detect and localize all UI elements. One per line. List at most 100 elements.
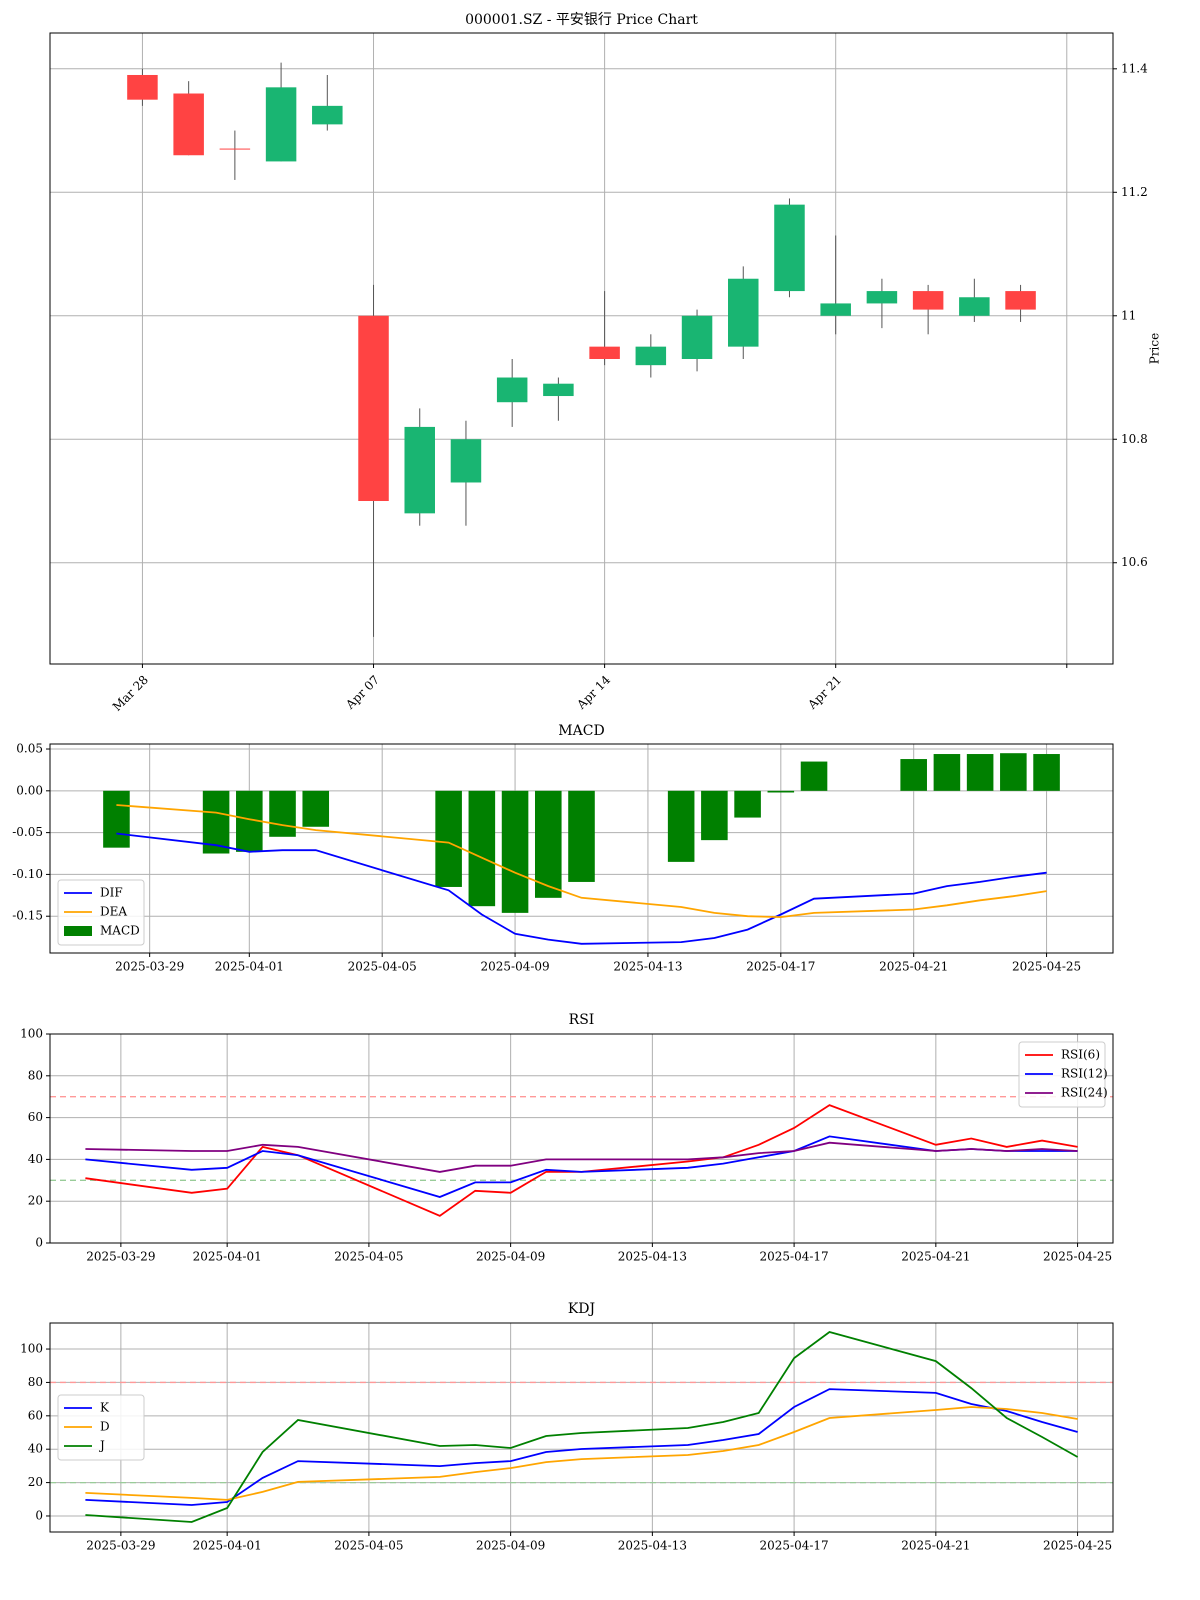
legend-box bbox=[57, 1394, 145, 1461]
macd-bar bbox=[302, 790, 330, 827]
x-tick-label: Apr 07 bbox=[342, 673, 382, 713]
legend-label: MACD bbox=[100, 924, 140, 938]
x-tick-label: Mar 28 bbox=[110, 673, 151, 714]
x-tick-label: 2025-04-17 bbox=[760, 1250, 829, 1264]
macd-bar bbox=[435, 790, 462, 887]
y-tick-label: 10.8 bbox=[1121, 432, 1148, 446]
legend-label: D bbox=[100, 1420, 110, 1434]
x-tick-label: 2025-04-05 bbox=[348, 960, 417, 974]
x-tick-label: 2025-04-09 bbox=[476, 1539, 545, 1553]
x-tick-label: 2025-04-01 bbox=[193, 1250, 262, 1264]
candle-body bbox=[589, 346, 620, 359]
series-line bbox=[85, 1104, 1078, 1217]
legend-label: RSI(24) bbox=[1061, 1086, 1108, 1100]
x-tick-label: 2025-04-05 bbox=[334, 1250, 403, 1264]
axes-frame bbox=[49, 1322, 1114, 1533]
x-tick-label: 2025-04-21 bbox=[879, 960, 948, 974]
y-tick-label: 0.05 bbox=[16, 742, 43, 756]
y-tick-label: 11.2 bbox=[1121, 185, 1148, 199]
x-tick-label: 2025-04-13 bbox=[613, 960, 682, 974]
legend-swatch bbox=[64, 926, 92, 936]
axes-frame bbox=[49, 1033, 1114, 1244]
candle-body bbox=[358, 315, 389, 502]
x-tick-label: 2025-03-29 bbox=[86, 1539, 155, 1553]
series-line bbox=[116, 832, 1047, 945]
candle-body bbox=[820, 303, 851, 316]
macd-bar bbox=[933, 754, 961, 791]
x-tick-label: Apr 21 bbox=[805, 673, 845, 713]
x-tick-label: 2025-04-13 bbox=[618, 1539, 687, 1553]
x-tick-label: 2025-04-25 bbox=[1043, 1250, 1112, 1264]
candle-body bbox=[774, 204, 805, 292]
macd-bar bbox=[468, 790, 496, 907]
candle-body bbox=[912, 291, 944, 310]
macd-bar bbox=[1033, 754, 1060, 791]
candle-body bbox=[959, 297, 990, 316]
x-tick-label: 2025-03-29 bbox=[115, 960, 184, 974]
y-tick-label: 20 bbox=[28, 1475, 43, 1489]
y-tick-label: 100 bbox=[20, 1027, 43, 1041]
candle-body bbox=[496, 377, 528, 403]
x-tick-label: 2025-04-09 bbox=[476, 1250, 545, 1264]
x-tick-label: 2025-04-17 bbox=[760, 1539, 829, 1553]
candle-body bbox=[866, 291, 898, 304]
panel-title: KDJ bbox=[568, 1301, 595, 1317]
macd-bar bbox=[534, 790, 562, 898]
y-tick-label: -0.15 bbox=[12, 909, 43, 923]
legend-label: J bbox=[98, 1439, 105, 1453]
macd-bar bbox=[701, 790, 728, 841]
x-tick-label: 2025-04-01 bbox=[193, 1539, 262, 1553]
candle-body bbox=[404, 426, 435, 514]
series-line bbox=[85, 1331, 1079, 1523]
y-tick-label: -0.10 bbox=[12, 867, 43, 881]
macd-bar bbox=[269, 790, 296, 837]
legend-label: K bbox=[100, 1401, 110, 1415]
legend-label: RSI(12) bbox=[1061, 1067, 1108, 1081]
x-tick-label: 2025-04-21 bbox=[901, 1250, 970, 1264]
y-tick-label: 0.00 bbox=[16, 783, 43, 797]
candle-body bbox=[265, 87, 297, 162]
y-tick-label: 0 bbox=[35, 1236, 43, 1250]
y-tick-label: 20 bbox=[28, 1194, 43, 1208]
x-tick-label: 2025-04-09 bbox=[480, 960, 549, 974]
x-tick-label: 2025-04-25 bbox=[1012, 960, 1081, 974]
legend-label: RSI(6) bbox=[1061, 1048, 1100, 1062]
macd-bar bbox=[202, 790, 230, 854]
legend-label: DIF bbox=[100, 886, 123, 900]
candle-body bbox=[635, 346, 667, 366]
y-tick-label: -0.05 bbox=[12, 825, 43, 839]
y-tick-label: 60 bbox=[28, 1110, 43, 1124]
y-tick-label: 0 bbox=[35, 1508, 43, 1522]
series-line bbox=[85, 1406, 1078, 1501]
candle-body bbox=[543, 383, 574, 397]
macd-bar bbox=[734, 790, 761, 818]
panel-title: MACD bbox=[558, 723, 604, 739]
macd-bar bbox=[667, 790, 695, 862]
x-tick-label: 2025-04-05 bbox=[334, 1539, 403, 1553]
y-axis-label: Price bbox=[1148, 333, 1162, 364]
y-tick-label: 11 bbox=[1121, 308, 1136, 322]
candle-body bbox=[173, 93, 204, 156]
series-line bbox=[85, 1141, 1078, 1173]
candle-body bbox=[728, 278, 759, 347]
y-tick-label: 11.4 bbox=[1121, 61, 1148, 75]
candle-body bbox=[127, 74, 158, 100]
macd-bar bbox=[103, 790, 130, 848]
axes-frame bbox=[49, 743, 1114, 954]
legend-label: DEA bbox=[100, 905, 127, 919]
x-tick-label: 2025-04-17 bbox=[746, 960, 815, 974]
y-tick-label: 10.6 bbox=[1121, 555, 1148, 569]
macd-bar bbox=[966, 754, 994, 791]
x-tick-label: 2025-04-13 bbox=[618, 1250, 687, 1264]
macd-bar bbox=[501, 790, 529, 913]
macd-bar bbox=[1000, 753, 1027, 791]
x-tick-label: 2025-04-25 bbox=[1043, 1539, 1112, 1553]
panel-title: RSI bbox=[569, 1012, 595, 1028]
x-tick-label: 2025-04-21 bbox=[901, 1539, 970, 1553]
y-tick-label: 40 bbox=[28, 1152, 43, 1166]
y-tick-label: 40 bbox=[28, 1442, 43, 1456]
candle-body bbox=[1005, 291, 1036, 310]
x-tick-label: 2025-04-01 bbox=[215, 960, 284, 974]
candle-body bbox=[681, 315, 713, 359]
